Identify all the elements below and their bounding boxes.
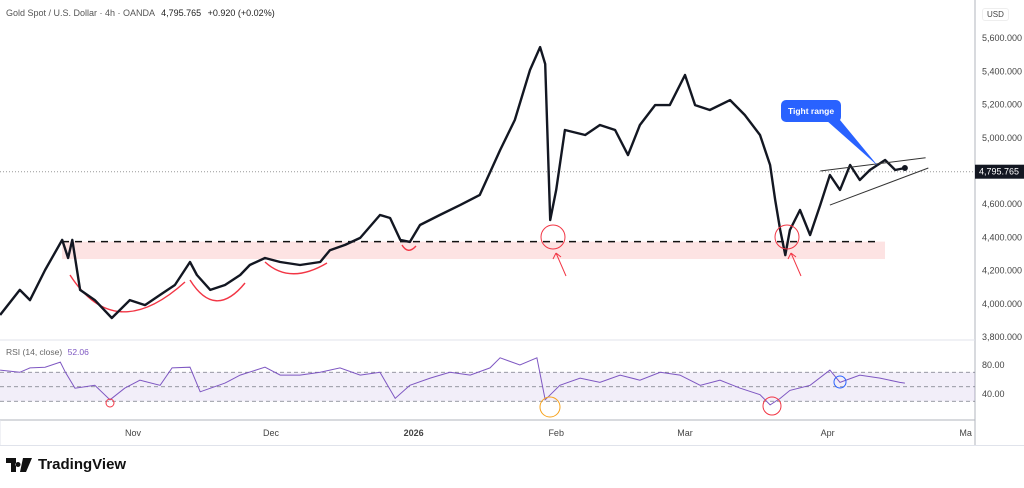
currency-label[interactable]: USD <box>982 8 1009 21</box>
tradingview-logo[interactable]: TradingView <box>6 456 126 473</box>
rsi-circle-feb <box>539 396 561 418</box>
time-tick-label: Dec <box>263 428 280 438</box>
rsi-circle-mar <box>762 396 782 416</box>
symbol-legend[interactable]: Gold Spot / U.S. Dollar · 4h · OANDA 4,7… <box>6 8 275 18</box>
tradingview-logo-icon <box>6 457 32 472</box>
price-tick-label: 4,600.000 <box>982 199 1022 209</box>
feb-low-circle <box>540 224 566 250</box>
rsi-line <box>0 357 905 406</box>
price-tick-label: 5,400.000 <box>982 66 1022 76</box>
time-tick-label: Feb <box>548 428 564 438</box>
price-tick-label: 4,200.000 <box>982 266 1022 276</box>
last-price-badge-text: 4,795.765 <box>979 167 1019 177</box>
rsi-legend[interactable]: RSI (14, close) 52.06 <box>6 347 89 357</box>
time-tick-label: Mar <box>677 428 693 438</box>
tight-range-callout: Tight range <box>781 100 841 122</box>
trendline-range-bottom <box>829 167 929 206</box>
cup-arc-3 <box>264 261 328 275</box>
mar-low-circle <box>774 224 800 250</box>
price-line <box>0 45 906 320</box>
price-tick-label: 4,400.000 <box>982 232 1022 242</box>
cup-arc-2 <box>189 279 246 302</box>
price-tick-label: 5,200.000 <box>982 100 1022 110</box>
price-tick-label: 5,000.000 <box>982 133 1022 143</box>
callout-tail <box>826 120 878 166</box>
symbol-title: Gold Spot / U.S. Dollar · 4h · OANDA <box>6 8 155 18</box>
price-tick-label: 5,600.000 <box>982 33 1022 43</box>
rsi-circle-apr <box>833 375 847 389</box>
rsi-value: 52.06 <box>67 347 89 357</box>
brand-name: TradingView <box>38 456 127 473</box>
arrow-feb <box>552 252 567 277</box>
arrow-mar <box>787 252 802 277</box>
last-price-dot <box>901 165 908 172</box>
support-zone <box>62 241 885 260</box>
price-tick-label: 4,000.000 <box>982 299 1022 309</box>
last-price-badge <box>975 164 1024 179</box>
price-change: +0.920 (+0.02%) <box>207 8 275 18</box>
time-tick-label: Nov <box>125 428 142 438</box>
price-tick-label: 3,800.000 <box>982 332 1022 342</box>
rsi-tick-label: 40.00 <box>982 389 1005 399</box>
trendline-range-top <box>820 157 926 172</box>
rsi-tick-label: 80.00 <box>982 360 1005 370</box>
chart-frame <box>0 445 1024 446</box>
time-tick-label: Apr <box>821 428 835 438</box>
time-tick-label: Ma <box>959 428 972 438</box>
cup-arc-4 <box>401 244 417 251</box>
last-price: 4,795.765 <box>161 8 202 18</box>
chart-canvas[interactable]: 5,600.000 5,400.000 5,200.000 5,000.000 4,60… <box>0 0 1024 445</box>
rsi-label: RSI (14, close) <box>6 347 63 357</box>
time-tick-label: 2026 <box>404 428 424 438</box>
rsi-circle-nov <box>105 398 115 408</box>
